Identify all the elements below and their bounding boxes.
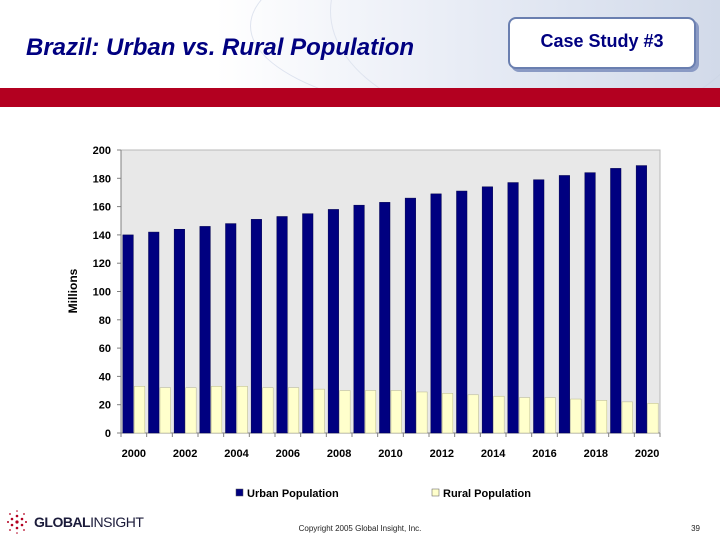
urban-bar-2008 xyxy=(327,209,339,434)
plot-area xyxy=(120,149,661,434)
plot-background xyxy=(120,149,661,434)
y-tick-label: 100 xyxy=(93,287,111,299)
rural-bar-2007 xyxy=(313,388,325,434)
y-tick-label: 180 xyxy=(93,173,111,185)
rural-bar-2015 xyxy=(519,397,531,434)
rural-bar-2000 xyxy=(134,386,146,434)
x-tick-label: 2012 xyxy=(430,448,454,460)
rural-bar-2003 xyxy=(211,386,223,434)
copyright-text: Copyright 2005 Global Insight, Inc. xyxy=(298,524,422,533)
urban-bar-2006 xyxy=(276,216,288,434)
urban-bar-2015 xyxy=(507,182,519,434)
logo-text: GLOBALINSIGHT xyxy=(34,514,144,530)
urban-bar-2000 xyxy=(122,234,134,434)
logo-mark-icon xyxy=(7,510,27,534)
x-tick-label: 2004 xyxy=(224,448,249,460)
x-tick-label: 2016 xyxy=(532,448,556,460)
case-study-badge: Case Study #3 xyxy=(508,17,696,69)
y-tick-label: 40 xyxy=(99,371,111,383)
urban-bar-2002 xyxy=(173,228,185,434)
legend-label-urban: Urban Population xyxy=(247,488,339,500)
rural-bar-2017 xyxy=(570,398,582,434)
rural-bar-2001 xyxy=(159,387,171,434)
y-tick-label: 60 xyxy=(99,343,111,355)
y-axis: 0 20 40 60 80 100 120 140 160 180 200 Millions xyxy=(66,145,122,440)
rural-bar-2005 xyxy=(262,387,274,434)
urban-bar-2009 xyxy=(353,204,365,434)
logo-text-light: INSIGHT xyxy=(90,514,144,530)
legend-swatch-rural xyxy=(431,488,440,497)
rural-bar-2013 xyxy=(467,394,479,434)
urban-bar-2016 xyxy=(533,179,545,434)
x-tick-label: 2010 xyxy=(378,448,402,460)
y-tick-label: 160 xyxy=(93,202,111,214)
rural-bar-2008 xyxy=(339,390,351,434)
rural-bar-2009 xyxy=(365,390,377,434)
legend-swatch-urban xyxy=(235,488,244,497)
rural-bar-2016 xyxy=(544,397,556,434)
urban-bar-2019 xyxy=(610,168,622,434)
urban-bar-2005 xyxy=(250,219,262,434)
legend-label-rural: Rural Population xyxy=(443,488,531,500)
x-tick-label: 2014 xyxy=(481,448,506,460)
urban-bar-2001 xyxy=(148,231,160,434)
y-tick-label: 80 xyxy=(99,315,111,327)
rural-bar-2014 xyxy=(493,395,505,434)
urban-bar-2012 xyxy=(430,193,442,434)
urban-bar-2007 xyxy=(302,213,314,434)
urban-bar-2013 xyxy=(456,190,468,434)
rural-bar-2020 xyxy=(647,403,659,434)
x-axis: 2000 2002 2004 2006 2008 2010 2012 2014 2016 2018… xyxy=(120,432,661,460)
rural-bar-2004 xyxy=(236,386,248,434)
slide-title: Brazil: Urban vs. Rural Population xyxy=(26,34,415,61)
rural-bar-2019 xyxy=(621,401,633,434)
y-tick-label: 140 xyxy=(93,230,111,242)
urban-bar-2014 xyxy=(481,186,493,434)
page-number: 39 xyxy=(691,524,700,533)
global-insight-logo: GLOBALINSIGHT xyxy=(4,508,174,536)
x-tick-label: 2018 xyxy=(584,448,608,460)
urban-bar-2010 xyxy=(379,202,391,434)
rural-bar-2012 xyxy=(442,393,454,434)
x-tick-label: 2008 xyxy=(327,448,351,460)
accent-bar xyxy=(0,88,720,107)
y-tick-label: 0 xyxy=(105,428,111,440)
rural-bar-2010 xyxy=(390,390,402,434)
rural-bar-2011 xyxy=(416,391,428,434)
bars xyxy=(122,165,659,434)
x-tick-label: 2006 xyxy=(276,448,300,460)
case-study-label: Case Study #3 xyxy=(540,31,664,51)
urban-bar-2017 xyxy=(558,175,570,434)
urban-bar-2018 xyxy=(584,172,596,434)
y-tick-label: 200 xyxy=(93,145,111,157)
x-tick-label: 2000 xyxy=(122,448,146,460)
y-axis-title: Millions xyxy=(66,268,80,313)
rural-bar-2006 xyxy=(288,387,300,434)
urban-bar-2011 xyxy=(404,197,416,434)
urban-bar-2004 xyxy=(225,223,237,434)
legend: Urban Population Rural Population xyxy=(235,488,531,500)
rural-bar-2018 xyxy=(596,400,608,434)
x-tick-label: 2002 xyxy=(173,448,197,460)
x-tick-label: 2020 xyxy=(635,448,659,460)
y-tick-label: 120 xyxy=(93,258,111,270)
urban-bar-2003 xyxy=(199,226,211,434)
logo-text-bold: GLOBAL xyxy=(34,514,91,530)
urban-bar-2020 xyxy=(635,165,647,434)
rural-bar-2002 xyxy=(185,387,197,434)
y-tick-label: 20 xyxy=(99,400,111,412)
